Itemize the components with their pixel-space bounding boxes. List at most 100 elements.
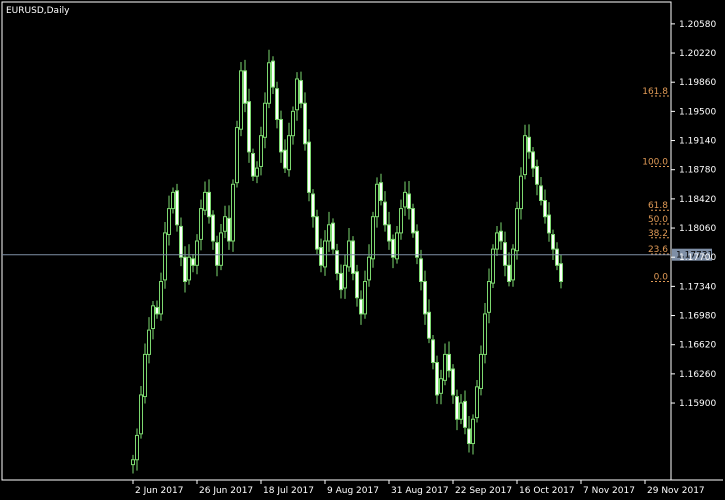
- candle-body: [311, 193, 315, 218]
- candle-body: [247, 101, 251, 153]
- candle-body: [259, 135, 263, 167]
- candle-body: [159, 281, 163, 315]
- candle-body: [335, 250, 339, 274]
- candle-body: [267, 62, 271, 104]
- candle-body: [243, 70, 247, 104]
- candle-body: [239, 70, 243, 130]
- fib-level-label: 61.8: [648, 201, 668, 211]
- candle-body: [215, 242, 219, 266]
- current-price-label: 1.17731: [676, 251, 713, 261]
- candle-body: [219, 232, 223, 266]
- fib-level-label: 23.6: [648, 245, 668, 255]
- candle-body: [447, 353, 451, 372]
- candle-body: [539, 185, 543, 201]
- x-tick-label: 29 Nov 2017: [647, 486, 705, 496]
- candle-body: [527, 136, 531, 153]
- y-tick-label: 1.16980: [679, 312, 716, 322]
- candle-body: [471, 418, 475, 445]
- candle-body: [559, 263, 563, 283]
- candle-body: [379, 182, 383, 201]
- candle-body: [235, 127, 239, 184]
- candle-body: [547, 214, 551, 234]
- candle-body: [163, 232, 167, 281]
- y-tick-label: 1.16260: [679, 370, 716, 380]
- candle-body: [503, 242, 507, 266]
- y-tick-label: 1.19140: [679, 137, 716, 147]
- candle-body: [511, 248, 515, 281]
- candle-body: [427, 311, 431, 339]
- candle-body: [203, 191, 207, 211]
- x-tick-label: 9 Aug 2017: [327, 486, 379, 496]
- candle-body: [295, 78, 299, 111]
- candle-body: [299, 80, 303, 104]
- current-price-tag: [672, 248, 712, 261]
- candle-body: [211, 214, 215, 242]
- y-tick-label: 1.15900: [679, 399, 716, 409]
- candle-body: [383, 201, 387, 226]
- candle-body: [315, 216, 319, 250]
- x-tick-label: 31 Aug 2017: [391, 486, 449, 496]
- candle-body: [431, 339, 435, 364]
- plot-frame: [1, 1, 672, 481]
- x-tick-label: 26 Jun 2017: [199, 486, 253, 496]
- candle-body: [543, 199, 547, 218]
- candle-body: [251, 153, 255, 177]
- y-tick-label: 1.20220: [679, 49, 716, 59]
- candle-body: [523, 135, 527, 176]
- candle-body: [419, 258, 423, 283]
- candle-body: [375, 183, 379, 218]
- y-tick-label: 1.20580: [679, 20, 716, 30]
- candle-body: [195, 240, 199, 266]
- candle-body: [499, 230, 503, 242]
- candle-body: [459, 402, 463, 420]
- y-tick-label: 1.16620: [679, 341, 716, 351]
- chart-frame: [1, 1, 723, 481]
- candle-body: [231, 183, 235, 242]
- x-tick-label: 2 Jun 2017: [135, 486, 183, 496]
- candle-body: [291, 110, 295, 137]
- candle-body: [535, 165, 539, 185]
- x-tick-label: 18 Jul 2017: [263, 486, 314, 496]
- candle-body: [363, 281, 367, 315]
- candle-body: [451, 368, 455, 396]
- candle-body: [463, 400, 467, 428]
- symbol-label: EURUSD,Daily: [6, 6, 70, 16]
- y-axis: 1.20580 1.20220 1.19860 1.19500 1.19140 1.187…: [671, 20, 716, 409]
- candle-body: [199, 208, 203, 240]
- candle-body: [303, 102, 307, 145]
- candle-body: [483, 313, 487, 355]
- candle-body: [479, 353, 483, 389]
- candle-body: [467, 428, 471, 445]
- candle-body: [391, 238, 395, 258]
- y-tick-label: 1.17700: [679, 253, 716, 263]
- candle-body: [343, 264, 347, 289]
- candle-body: [319, 246, 323, 266]
- x-axis: 2 Jun 2017 26 Jun 2017 18 Jul 2017 9 Aug 20…: [132, 480, 705, 496]
- candle-body: [191, 258, 195, 266]
- candle-body: [331, 222, 335, 250]
- y-tick-label: 1.19500: [679, 107, 716, 117]
- candle-body: [283, 149, 287, 169]
- candle-body: [187, 256, 191, 281]
- candle-body: [339, 272, 343, 291]
- candle-body: [143, 353, 147, 398]
- candle-body: [255, 167, 259, 177]
- candle-body: [415, 230, 419, 258]
- candle-body: [443, 353, 447, 381]
- candle-body: [139, 394, 143, 435]
- y-tick-label: 1.19860: [679, 78, 716, 88]
- candle-body: [271, 60, 275, 88]
- candle-body: [351, 240, 355, 274]
- y-tick-label: 1.18060: [679, 224, 716, 234]
- candle-body: [407, 193, 411, 210]
- candle-body: [207, 191, 211, 218]
- candle-body: [275, 88, 279, 120]
- candle-body: [179, 225, 183, 258]
- y-tick-label: 1.18780: [679, 166, 716, 176]
- candle-body: [367, 256, 371, 281]
- candle-body: [423, 281, 427, 315]
- candle-body: [227, 217, 231, 242]
- candle-body: [151, 305, 155, 329]
- candle-body: [323, 240, 327, 268]
- candle-body: [175, 190, 179, 226]
